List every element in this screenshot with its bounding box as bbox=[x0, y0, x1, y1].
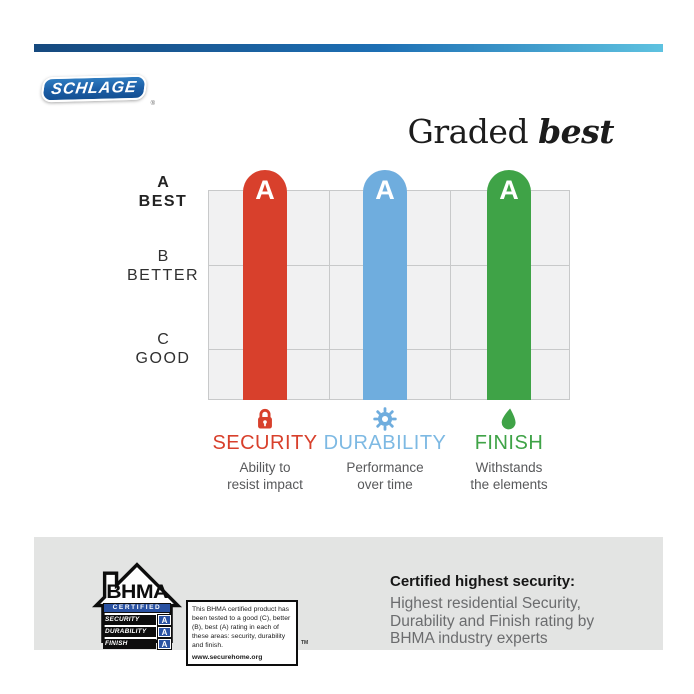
bar-grade-letter: A bbox=[375, 175, 395, 205]
bhma-name: BHMA bbox=[106, 582, 168, 603]
lock-icon bbox=[252, 406, 278, 432]
certification-url: www.securehome.org bbox=[192, 653, 263, 661]
description-line: Withstands bbox=[475, 460, 543, 475]
droplet-icon bbox=[496, 406, 522, 432]
bhma-row-label: DURABILITY bbox=[103, 627, 156, 637]
bhma-row-durability: DURABILITY A bbox=[103, 626, 172, 638]
page-title: Graded best bbox=[408, 112, 615, 151]
footer-panel: BHMA CERTIFIED SECURITY A DURABILITY A F… bbox=[34, 537, 663, 666]
description-line: resist impact bbox=[227, 477, 303, 492]
schlage-logo-shape: SCHLAGE bbox=[40, 74, 148, 103]
bhma-grade-badge: A bbox=[157, 626, 172, 638]
category-label-finish: FINISH bbox=[474, 432, 544, 454]
bhma-grade-badge: A bbox=[157, 614, 172, 626]
category-description-finish: Withstands the elements bbox=[424, 459, 594, 493]
category-label-durability: DURABILITY bbox=[323, 432, 447, 454]
grade-word: BEST bbox=[138, 193, 188, 210]
bar-security: A bbox=[243, 170, 287, 400]
description-line: Performance bbox=[346, 460, 424, 475]
title-prefix: Graded bbox=[407, 112, 529, 151]
category-description-security: Ability to resist impact bbox=[180, 459, 350, 493]
grid-vline-1 bbox=[329, 191, 330, 399]
bhma-row-security: SECURITY A bbox=[103, 614, 172, 626]
bar-grade-letter: A bbox=[499, 175, 519, 205]
grade-word: GOOD bbox=[135, 350, 191, 367]
grid-vline-2 bbox=[450, 191, 451, 399]
description-line: Ability to bbox=[239, 460, 291, 475]
category-description-durability: Performance over time bbox=[300, 459, 470, 493]
claim-body: Highest residential Security, Durability… bbox=[390, 595, 594, 648]
registered-mark: ® bbox=[150, 101, 155, 107]
trademark-mark: TM bbox=[301, 640, 309, 646]
y-axis-label-good: C GOOD bbox=[103, 330, 223, 368]
schlage-logo: SCHLAGE ® bbox=[40, 74, 155, 107]
bhma-row-label: FINISH bbox=[103, 639, 156, 649]
bhma-row-label: SECURITY bbox=[103, 615, 156, 625]
claim-heading: Certified highest security: bbox=[390, 573, 576, 590]
bar-durability: A bbox=[363, 170, 407, 400]
bar-finish: A bbox=[487, 170, 531, 400]
category-label-security: SECURITY bbox=[212, 432, 318, 454]
claim-line: Highest residential Security, bbox=[390, 595, 581, 612]
y-axis-label-best: A BEST bbox=[103, 173, 223, 211]
description-line: over time bbox=[357, 477, 413, 492]
claim-line: BHMA industry experts bbox=[390, 630, 548, 647]
title-emphasis: best bbox=[538, 112, 614, 151]
bhma-grade-badge: A bbox=[157, 638, 172, 650]
bar-grade-letter: A bbox=[255, 175, 275, 205]
bhma-certified-banner: CERTIFIED bbox=[103, 603, 171, 613]
description-line: the elements bbox=[470, 477, 548, 492]
grade-letter: A bbox=[157, 174, 169, 191]
gear-icon bbox=[372, 406, 398, 432]
grade-word: BETTER bbox=[126, 267, 200, 284]
certification-note-text: This BHMA certified product has been tes… bbox=[192, 606, 291, 649]
bhma-row-finish: FINISH A bbox=[103, 638, 172, 650]
schlage-logo-text: SCHLAGE bbox=[50, 78, 138, 98]
grade-letter: B bbox=[157, 248, 169, 265]
top-accent-bar bbox=[34, 44, 663, 52]
claim-line: Durability and Finish rating by bbox=[390, 612, 595, 630]
y-axis-label-better: B BETTER bbox=[103, 247, 223, 285]
grade-letter: C bbox=[157, 331, 169, 348]
certification-note-box: This BHMA certified product has been tes… bbox=[186, 600, 298, 666]
bhma-certified-logo: BHMA CERTIFIED SECURITY A DURABILITY A F… bbox=[103, 583, 172, 650]
